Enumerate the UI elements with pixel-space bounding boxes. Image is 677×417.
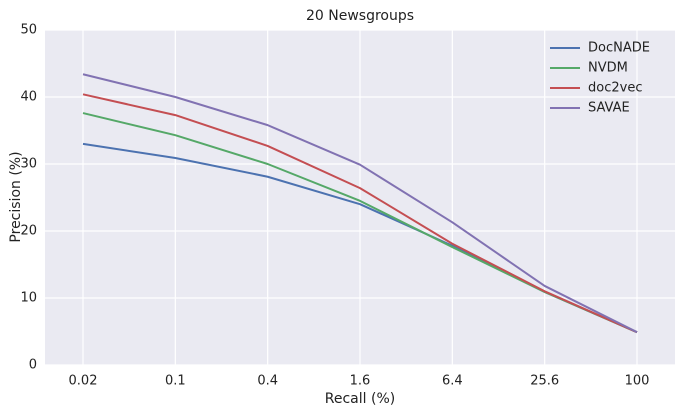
- y-tick-label: 40: [20, 90, 37, 105]
- y-tick-label: 30: [20, 157, 37, 172]
- chart-title: 20 Newsgroups: [306, 8, 414, 24]
- x-tick-label: 25.6: [530, 374, 559, 389]
- legend-label: SAVAE: [588, 101, 630, 116]
- series-line: [82, 73, 638, 334]
- legend-label: NVDM: [588, 61, 628, 76]
- legend-label: DocNADE: [588, 41, 650, 56]
- x-tick-label: 0.02: [69, 374, 98, 389]
- x-tick-label: 0.4: [257, 374, 278, 389]
- y-axis-label: Precision (%): [8, 151, 24, 242]
- y-tick-label: 10: [20, 291, 37, 306]
- x-axis-label: Recall (%): [325, 391, 395, 407]
- x-tick-label: 0.1: [165, 374, 186, 389]
- legend-label: doc2vec: [588, 81, 642, 96]
- x-tick-label: 100: [625, 374, 650, 389]
- x-tick-label: 6.4: [442, 374, 463, 389]
- y-tick-label: 50: [20, 23, 37, 38]
- y-tick-label: 0: [29, 358, 37, 373]
- series-line: [82, 93, 638, 334]
- y-tick-label: 20: [20, 224, 37, 239]
- x-tick-label: 1.6: [350, 374, 371, 389]
